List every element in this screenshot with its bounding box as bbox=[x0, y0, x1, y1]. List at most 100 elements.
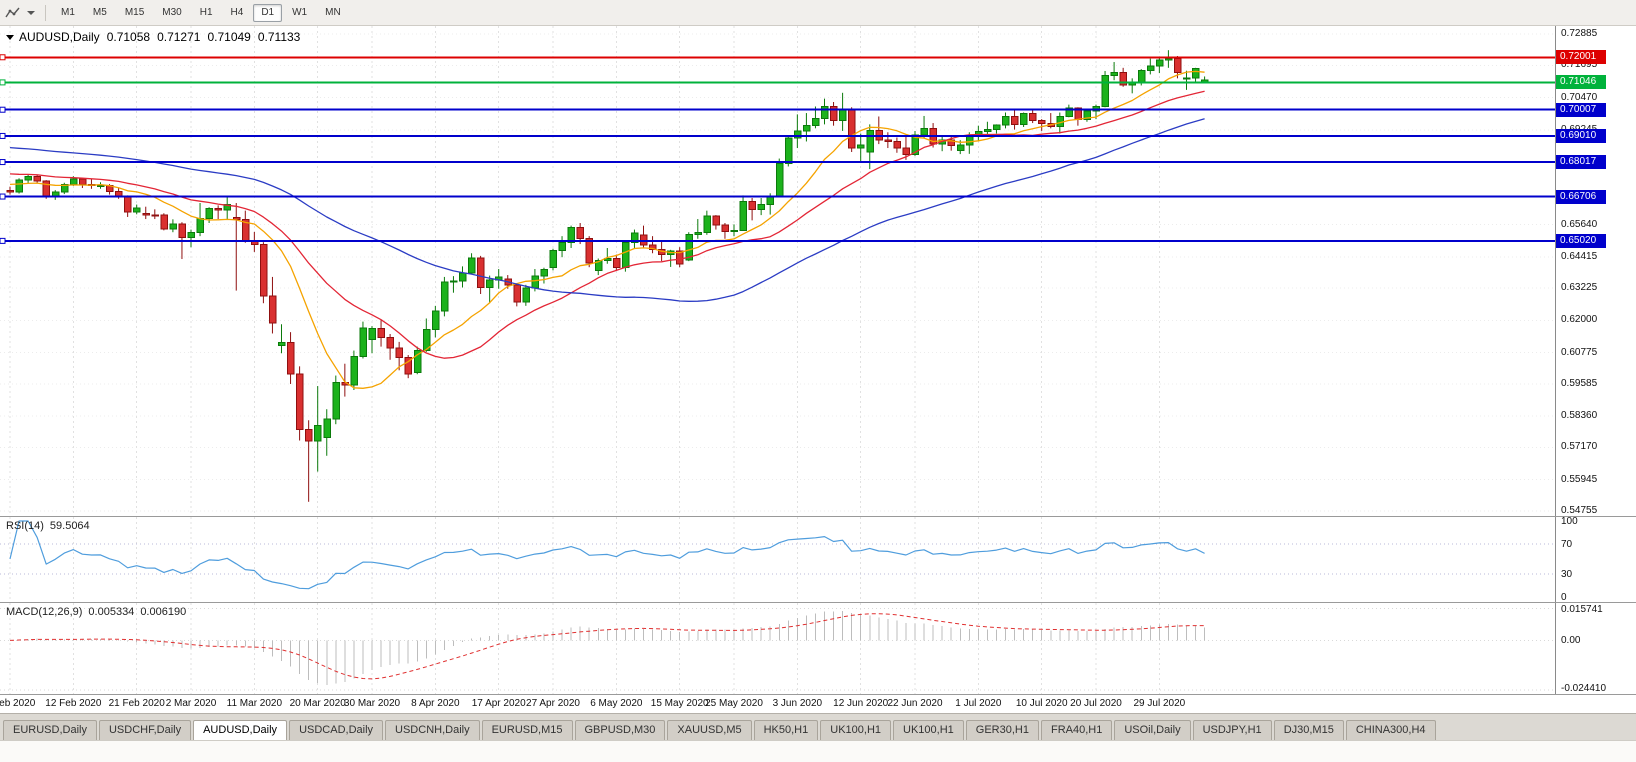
level-price-badge[interactable]: 0.65020 bbox=[1556, 233, 1606, 248]
chart-symbol: AUDUSD,Daily bbox=[19, 30, 100, 44]
macd-signal-value: 0.006190 bbox=[140, 606, 187, 618]
chart-tab-usdjpy-h1[interactable]: USDJPY,H1 bbox=[1192, 720, 1272, 740]
timeframe-button-H4[interactable]: H4 bbox=[230, 6, 244, 18]
timeframe-buttons: M1 M5 M15 M30 H1 H4 D1 W1 MN bbox=[53, 3, 349, 22]
chart-tab-uk100-h1[interactable]: UK100,H1 bbox=[893, 720, 964, 740]
level-lines[interactable] bbox=[0, 54, 1555, 244]
ohlc-high: 0.71271 bbox=[157, 30, 201, 44]
date-tick-label: 25 May 2020 bbox=[705, 698, 763, 709]
level-handle bbox=[0, 54, 6, 61]
collapse-chart-icon[interactable] bbox=[6, 34, 14, 40]
chart-tab-xauusd-m5[interactable]: XAUUSD,M5 bbox=[667, 720, 752, 740]
line-tool-icon[interactable] bbox=[4, 4, 22, 22]
price-tick-label: 0.59585 bbox=[1561, 377, 1598, 389]
price-tick-label: 0.54755 bbox=[1561, 504, 1598, 516]
level-price-badge[interactable]: 0.71046 bbox=[1556, 75, 1606, 90]
chart-tab-dj30-m15[interactable]: DJ30,M15 bbox=[1273, 720, 1344, 740]
macd-label: MACD(12,26,9) 0.005334 0.006190 bbox=[6, 606, 186, 618]
date-tick-label: 10 Jul 2020 bbox=[1015, 698, 1068, 709]
timeframe-button-M15[interactable]: M15 bbox=[124, 6, 145, 18]
date-tick-label: 30 Mar 2020 bbox=[343, 698, 401, 709]
chart-tab-usoil-daily[interactable]: USOil,Daily bbox=[1114, 720, 1191, 740]
date-tick-label: 12 Feb 2020 bbox=[45, 698, 102, 709]
rsi-plot[interactable]: RSI(14) 59.5064 bbox=[0, 517, 1555, 602]
timeframe-button-M5[interactable]: M5 bbox=[92, 6, 107, 18]
macd-signal-line bbox=[9, 613, 1205, 680]
macd-panel: MACD(12,26,9) 0.005334 0.006190 0.015741… bbox=[0, 602, 1636, 694]
timeframe-toolbar: M1 M5 M15 M30 H1 H4 D1 W1 MN bbox=[0, 0, 1636, 26]
macd-axis: 0.015741 0.00 -0.024410 bbox=[1555, 603, 1636, 694]
level-handle bbox=[0, 237, 6, 244]
timeframe-button-MN[interactable]: MN bbox=[325, 6, 341, 18]
date-tick-label: 3 Feb 2020 bbox=[0, 698, 36, 709]
toolbar-separator bbox=[45, 4, 46, 21]
date-tick-label: 6 May 2020 bbox=[590, 698, 643, 709]
macd-name: MACD(12,26,9) bbox=[6, 606, 83, 618]
date-tick-label: 3 Jun 2020 bbox=[772, 698, 823, 709]
chart-tab-eurusd-daily[interactable]: EURUSD,Daily bbox=[3, 720, 97, 740]
chart-tab-gbpusd-m30[interactable]: GBPUSD,M30 bbox=[574, 720, 666, 740]
timeframe-button-D1[interactable]: D1 bbox=[253, 3, 283, 22]
macd-tick-label: 0.015741 bbox=[1561, 603, 1603, 615]
timeframe-button-H1[interactable]: H1 bbox=[199, 6, 213, 18]
date-tick-label: 27 Apr 2020 bbox=[526, 698, 580, 709]
price-tick-label: 0.72885 bbox=[1561, 28, 1598, 40]
macd-plot[interactable]: MACD(12,26,9) 0.005334 0.006190 bbox=[0, 603, 1555, 694]
level-price-badge[interactable]: 0.68017 bbox=[1556, 155, 1606, 170]
price-axis: 0.728850.716950.704700.692450.656400.644… bbox=[1555, 26, 1636, 516]
main-chart-panel: AUDUSD,Daily 0.71058 0.71271 0.71049 0.7… bbox=[0, 26, 1636, 516]
macd-chart bbox=[0, 603, 1555, 694]
chart-tab-ger30-h1[interactable]: GER30,H1 bbox=[965, 720, 1039, 740]
rsi-tick-label: 30 bbox=[1561, 569, 1573, 581]
timeframe-button-M1[interactable]: M1 bbox=[61, 6, 75, 18]
chart-tab-usdcad-daily[interactable]: USDCAD,Daily bbox=[289, 720, 384, 740]
date-tick-label: 20 Mar 2020 bbox=[289, 698, 346, 709]
level-price-badge[interactable]: 0.66706 bbox=[1556, 189, 1606, 204]
rsi-tick-label: 0 bbox=[1561, 592, 1567, 602]
level-handle bbox=[0, 132, 6, 139]
level-handle bbox=[0, 159, 6, 166]
main-plot[interactable]: AUDUSD,Daily 0.71058 0.71271 0.71049 0.7… bbox=[0, 26, 1555, 516]
ma-lines bbox=[9, 70, 1205, 389]
chart-tab-eurusd-m15[interactable]: EURUSD,M15 bbox=[481, 720, 573, 740]
timeframe-button-M30[interactable]: M30 bbox=[162, 6, 182, 18]
level-price-badge[interactable]: 0.69010 bbox=[1556, 128, 1606, 143]
price-tick-label: 0.71695 bbox=[1561, 59, 1598, 71]
chart-tab-china300-h4[interactable]: CHINA300,H4 bbox=[1345, 720, 1436, 740]
price-tick-label: 0.62000 bbox=[1561, 314, 1598, 326]
price-tick-label: 0.55945 bbox=[1561, 473, 1598, 485]
chart-tab-hk50-h1[interactable]: HK50,H1 bbox=[753, 720, 819, 740]
level-handle bbox=[0, 106, 6, 113]
price-tick-label: 0.70470 bbox=[1561, 91, 1598, 103]
rsi-name: RSI(14) bbox=[6, 520, 44, 532]
price-tick-label: 0.63225 bbox=[1561, 282, 1598, 294]
chart-tab-usdcnh-daily[interactable]: USDCNH,Daily bbox=[385, 720, 480, 740]
price-tick-label: 0.57170 bbox=[1561, 441, 1598, 453]
chart-tab-usdchf-daily[interactable]: USDCHF,Daily bbox=[98, 720, 192, 740]
chart-tab-audusd-daily[interactable]: AUDUSD,Daily bbox=[193, 720, 288, 740]
date-tick-label: 21 Feb 2020 bbox=[108, 698, 165, 709]
price-tick-label: 0.58360 bbox=[1561, 410, 1598, 422]
price-tick-label: 0.65640 bbox=[1561, 218, 1598, 230]
dropdown-caret-icon[interactable] bbox=[27, 10, 35, 15]
macd-histogram bbox=[18, 610, 1206, 685]
level-price-badge[interactable]: 0.72001 bbox=[1556, 50, 1606, 65]
rsi-value: 59.5064 bbox=[49, 520, 90, 532]
price-tick-label: 0.64415 bbox=[1561, 250, 1598, 262]
date-tick-label: 12 Jun 2020 bbox=[833, 698, 889, 709]
rsi-panel: RSI(14) 59.5064 100 70 30 0 bbox=[0, 516, 1636, 602]
date-tick-label: 8 Apr 2020 bbox=[411, 698, 460, 709]
date-tick-label: 1 Jul 2020 bbox=[955, 698, 1002, 709]
chart-tab-uk100-h1[interactable]: UK100,H1 bbox=[820, 720, 892, 740]
main-grid bbox=[0, 26, 1555, 516]
rsi-chart bbox=[0, 517, 1555, 602]
level-handle bbox=[0, 79, 6, 86]
date-tick-label: 29 Jul 2020 bbox=[1133, 698, 1186, 709]
timeframe-button-W1[interactable]: W1 bbox=[292, 6, 308, 18]
date-tick-label: 17 Apr 2020 bbox=[471, 698, 526, 709]
chart-tab-fra40-h1[interactable]: FRA40,H1 bbox=[1040, 720, 1113, 740]
chart-tabs: EURUSD,Daily USDCHF,Daily AUDUSD,Daily USDC… bbox=[0, 713, 1636, 740]
level-price-badge[interactable]: 0.70007 bbox=[1556, 102, 1606, 117]
